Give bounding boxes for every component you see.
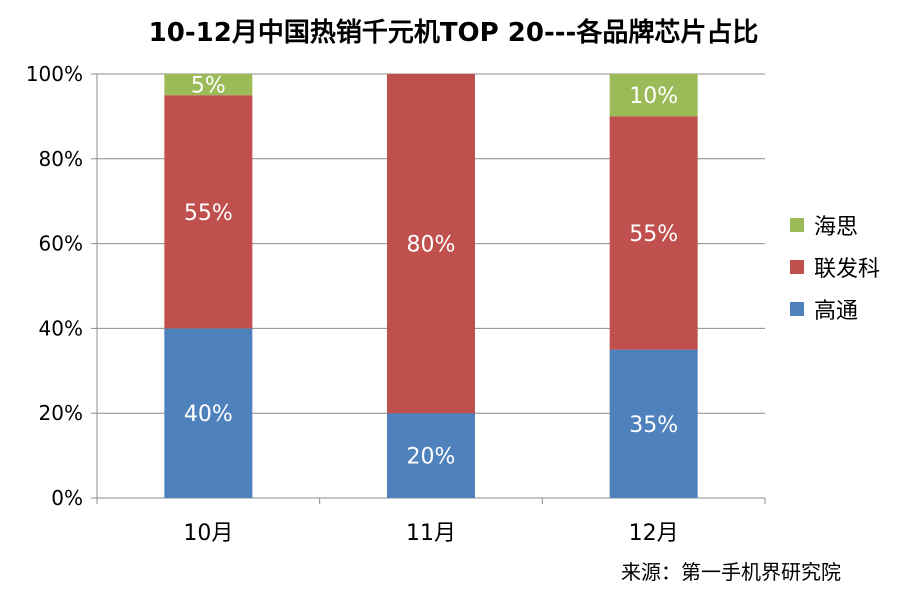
bar-segment — [164, 328, 253, 498]
legend-label: 联发科 — [814, 257, 881, 282]
legend-label: 高通 — [814, 299, 859, 324]
y-tick-label: 20% — [39, 401, 83, 425]
x-tick-label: 10月 — [183, 521, 233, 546]
bars — [164, 74, 698, 498]
legend-item: 海思 — [790, 204, 880, 246]
data-label: 35% — [629, 413, 678, 438]
x-tick-label: 12月 — [629, 521, 679, 546]
data-label: 55% — [184, 201, 233, 226]
bar-segment — [387, 74, 475, 414]
legend-swatch — [790, 302, 804, 316]
bar-segment — [164, 74, 253, 96]
data-labels: 40% 55% 5% 20% 80% 35% 55% 10% — [184, 74, 678, 470]
axes: 0% 20% 40% 60% 80% 100% 10月 11月 12月 — [26, 62, 766, 546]
y-tick-label: 80% — [39, 147, 83, 171]
data-label: 5% — [191, 74, 226, 99]
y-tick-label: 40% — [39, 316, 83, 340]
bar-segment — [609, 349, 698, 498]
bar-segment — [609, 116, 698, 350]
x-tick-label: 11月 — [406, 521, 456, 546]
source-note: 来源：第一手机界研究院 — [621, 560, 841, 584]
data-label: 20% — [407, 445, 456, 470]
legend-label: 海思 — [814, 215, 859, 240]
data-label: 55% — [629, 222, 678, 247]
data-label: 40% — [184, 402, 233, 427]
y-tick-label: 100% — [26, 62, 83, 86]
legend-swatch — [790, 260, 804, 274]
data-label: 10% — [629, 84, 678, 109]
bar-segment — [387, 413, 475, 498]
bar-segment — [609, 74, 698, 117]
data-label: 80% — [407, 233, 456, 258]
chart-title: 10-12月中国热销千元机TOP 20---各品牌芯片占比 — [148, 18, 759, 48]
legend-item: 联发科 — [790, 246, 880, 288]
legend-item: 高通 — [790, 288, 880, 330]
legend-swatch — [790, 218, 804, 232]
bar-segment — [164, 95, 253, 329]
legend: 海思 联发科 高通 — [790, 204, 880, 330]
y-tick-label: 0% — [51, 486, 83, 510]
y-tick-label: 60% — [39, 232, 83, 256]
